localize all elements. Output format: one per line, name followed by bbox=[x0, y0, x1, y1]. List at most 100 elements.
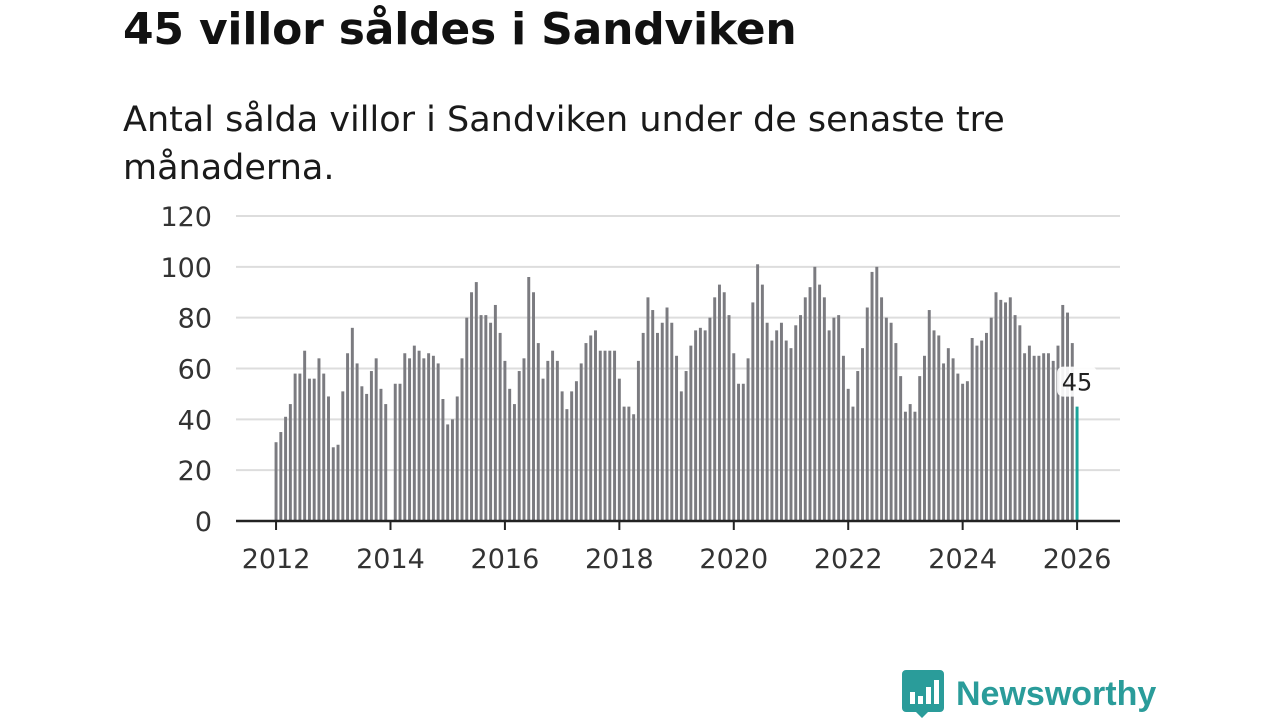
bar bbox=[579, 363, 583, 521]
bar bbox=[703, 330, 707, 521]
bar bbox=[946, 348, 950, 521]
y-tick-label: 60 bbox=[178, 355, 212, 386]
bar bbox=[303, 350, 307, 521]
y-tick-label: 80 bbox=[178, 304, 212, 335]
bar bbox=[455, 396, 459, 521]
bar bbox=[856, 371, 860, 521]
bar bbox=[589, 335, 593, 521]
bar bbox=[760, 284, 764, 521]
bar bbox=[942, 363, 946, 521]
bar bbox=[632, 414, 636, 521]
newsworthy-logo-icon bbox=[902, 670, 944, 718]
chart-subtitle: Antal sålda villor i Sandviken under de … bbox=[123, 100, 1005, 188]
bar bbox=[1061, 304, 1065, 521]
bar bbox=[1013, 315, 1017, 521]
bar bbox=[1027, 345, 1031, 521]
bar bbox=[1023, 353, 1027, 521]
bar bbox=[560, 391, 564, 521]
bar bbox=[279, 432, 283, 521]
x-tick-label: 2026 bbox=[1043, 544, 1112, 575]
bar bbox=[1056, 345, 1060, 521]
bar bbox=[994, 292, 998, 521]
x-tick-label: 2022 bbox=[814, 544, 883, 575]
bar bbox=[894, 343, 898, 521]
bar bbox=[431, 355, 435, 521]
bar bbox=[918, 376, 922, 521]
bar bbox=[660, 322, 664, 521]
bar bbox=[908, 404, 912, 521]
bar bbox=[312, 378, 316, 521]
bar bbox=[813, 266, 817, 521]
bar bbox=[832, 317, 836, 521]
bar bbox=[746, 358, 750, 521]
bar bbox=[684, 371, 688, 521]
bar bbox=[479, 315, 483, 521]
x-tick-label: 2014 bbox=[356, 544, 425, 575]
bar bbox=[346, 353, 350, 521]
bar bbox=[679, 391, 683, 521]
value-label: 45 bbox=[1062, 369, 1093, 397]
bar bbox=[470, 292, 474, 521]
bar bbox=[331, 447, 335, 521]
bar bbox=[713, 297, 717, 521]
bar bbox=[980, 340, 984, 521]
bar bbox=[551, 350, 555, 521]
bar bbox=[779, 322, 783, 521]
highlight-bar bbox=[1075, 406, 1079, 521]
bar bbox=[999, 299, 1003, 521]
y-tick-label: 120 bbox=[160, 202, 212, 233]
bar bbox=[570, 391, 574, 521]
bar bbox=[698, 327, 702, 521]
x-tick-label: 2024 bbox=[928, 544, 997, 575]
bar bbox=[923, 355, 926, 521]
bar bbox=[484, 315, 488, 521]
bar bbox=[341, 391, 345, 521]
bar bbox=[1004, 302, 1008, 521]
y-tick-label: 0 bbox=[195, 507, 212, 538]
bar bbox=[307, 378, 311, 521]
bar bbox=[369, 371, 373, 521]
bar bbox=[412, 345, 416, 521]
bar bbox=[365, 393, 369, 521]
bar bbox=[546, 360, 550, 521]
bar bbox=[827, 330, 831, 521]
bar bbox=[594, 330, 597, 521]
bar bbox=[884, 317, 888, 521]
bar bbox=[417, 350, 421, 521]
bar bbox=[846, 388, 850, 521]
bar bbox=[641, 332, 645, 521]
bar bbox=[508, 388, 512, 521]
bar bbox=[512, 404, 516, 521]
bar bbox=[613, 350, 617, 521]
bar bbox=[794, 325, 798, 521]
bar bbox=[689, 345, 693, 521]
bar bbox=[751, 302, 755, 521]
bar bbox=[522, 358, 526, 521]
y-tick-label: 40 bbox=[178, 405, 212, 436]
bar bbox=[694, 330, 698, 521]
bar bbox=[837, 315, 841, 521]
chart-title: 45 villor såldes i Sandviken bbox=[123, 4, 797, 55]
x-tick-label: 2016 bbox=[471, 544, 540, 575]
value-label-bg bbox=[1057, 366, 1098, 397]
bar bbox=[532, 292, 535, 521]
bar bbox=[670, 322, 674, 521]
bar bbox=[932, 330, 936, 521]
bar bbox=[665, 307, 669, 521]
y-tick-label: 20 bbox=[178, 456, 212, 487]
y-tick-label: 100 bbox=[160, 253, 212, 284]
bar bbox=[775, 330, 779, 521]
bar bbox=[1042, 353, 1046, 521]
bar bbox=[1066, 312, 1069, 521]
bar bbox=[636, 360, 640, 521]
bar bbox=[384, 404, 388, 521]
bar bbox=[765, 322, 769, 521]
brand-logo: Newsworthy bbox=[902, 670, 1156, 718]
bar bbox=[574, 381, 578, 521]
bar bbox=[903, 411, 907, 521]
bar bbox=[360, 386, 364, 521]
bar bbox=[374, 358, 378, 521]
bar bbox=[737, 383, 741, 521]
bar bbox=[403, 353, 407, 521]
